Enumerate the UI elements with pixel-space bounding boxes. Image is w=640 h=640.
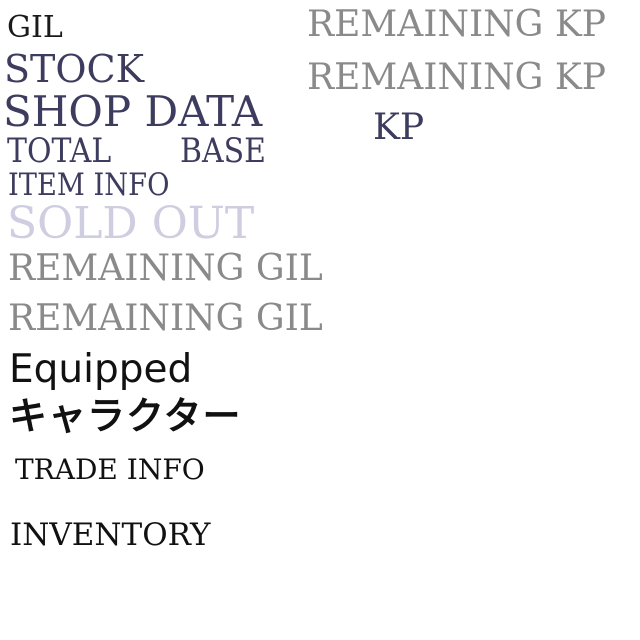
remaining-kp-label-alt: REMAINING KP	[307, 57, 607, 98]
stock-label: STOCK	[4, 47, 144, 91]
shop-data-label: SHOP DATA	[3, 87, 263, 136]
character-label: キャラクター	[9, 394, 242, 438]
remaining-gil-label-alt: REMAINING GIL	[8, 298, 323, 339]
gil-label: GIL	[7, 10, 63, 45]
remaining-kp-label: REMAINING KP	[307, 4, 607, 45]
kp-label: KP	[373, 107, 425, 148]
base-label: BASE	[180, 131, 266, 171]
trade-info-label: TRADE INFO	[15, 453, 205, 486]
equipped-label: Equipped	[9, 347, 193, 392]
inventory-label: INVENTORY	[10, 517, 211, 553]
remaining-gil-label: REMAINING GIL	[8, 248, 323, 289]
sold-out-label: SOLD OUT	[7, 198, 255, 249]
total-label: TOTAL	[7, 131, 112, 171]
item-info-label: ITEM INFO	[8, 167, 170, 203]
